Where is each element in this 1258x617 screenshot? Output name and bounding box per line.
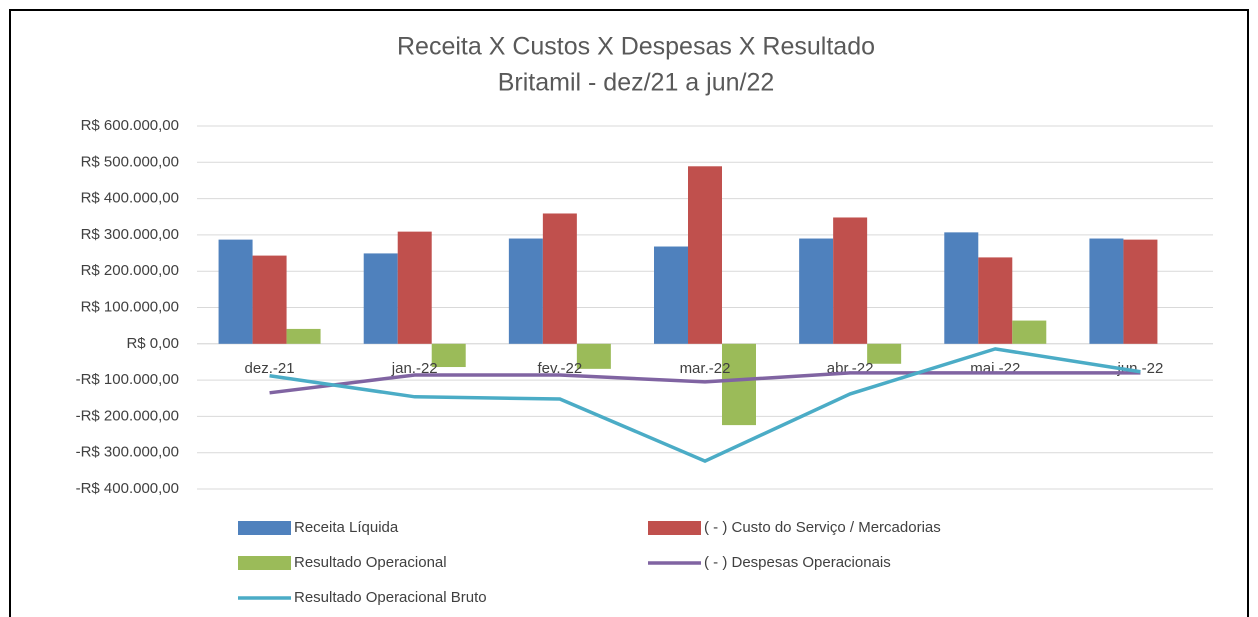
bar — [833, 217, 868, 344]
bar — [286, 328, 321, 344]
chart-title: Receita X Custos X Despesas X Resultado — [397, 33, 875, 61]
legend-label: ( - ) Custo do Serviço / Mercadorias — [704, 519, 941, 536]
bar — [799, 238, 834, 344]
legend-label: Receita Líquida — [294, 519, 399, 536]
legend-swatch — [648, 521, 701, 535]
y-tick-label: -R$ 200.000,00 — [76, 407, 179, 424]
y-tick-label: R$ 600.000,00 — [81, 117, 179, 134]
chart-border — [9, 9, 1249, 617]
x-tick-label: mar.-22 — [680, 360, 731, 377]
chart-subtitle: Britamil - dez/21 a jun/22 — [498, 69, 775, 97]
y-tick-label: R$ 400.000,00 — [81, 190, 179, 207]
bar — [363, 253, 398, 344]
bar — [576, 343, 611, 369]
x-tick-label: jan.-22 — [391, 360, 438, 377]
line-series — [269, 347, 1141, 463]
bar — [397, 231, 432, 344]
bar — [1012, 320, 1047, 344]
bar — [542, 213, 577, 344]
bar — [252, 255, 287, 344]
line-series — [269, 371, 1141, 395]
bar — [654, 246, 688, 344]
bar — [978, 257, 1013, 344]
x-tick-label: dez.-21 — [245, 360, 295, 377]
y-tick-label: R$ 100.000,00 — [81, 298, 179, 315]
bar — [944, 232, 979, 344]
bar — [722, 343, 756, 426]
bar — [1089, 238, 1124, 344]
y-tick-label: R$ 300.000,00 — [81, 226, 179, 243]
x-tick-label: fev.-22 — [537, 360, 582, 377]
y-tick-label: R$ 0,00 — [126, 335, 179, 352]
legend-label: Resultado Operacional Bruto — [294, 589, 487, 606]
legend-swatch — [238, 556, 291, 570]
y-tick-label: -R$ 300.000,00 — [76, 444, 179, 461]
legend-swatch — [238, 521, 291, 535]
legend-label: ( - ) Despesas Operacionais — [704, 554, 891, 571]
bar — [218, 239, 253, 344]
legend-label: Resultado Operacional — [294, 554, 447, 571]
bar — [688, 166, 722, 344]
y-tick-label: -R$ 400.000,00 — [76, 480, 179, 497]
y-tick-label: -R$ 100.000,00 — [76, 371, 179, 388]
bar — [867, 343, 902, 364]
bar — [508, 238, 543, 344]
bar — [1123, 239, 1158, 344]
bar — [431, 343, 466, 368]
y-tick-label: R$ 200.000,00 — [81, 262, 179, 279]
y-tick-label: R$ 500.000,00 — [81, 153, 179, 170]
